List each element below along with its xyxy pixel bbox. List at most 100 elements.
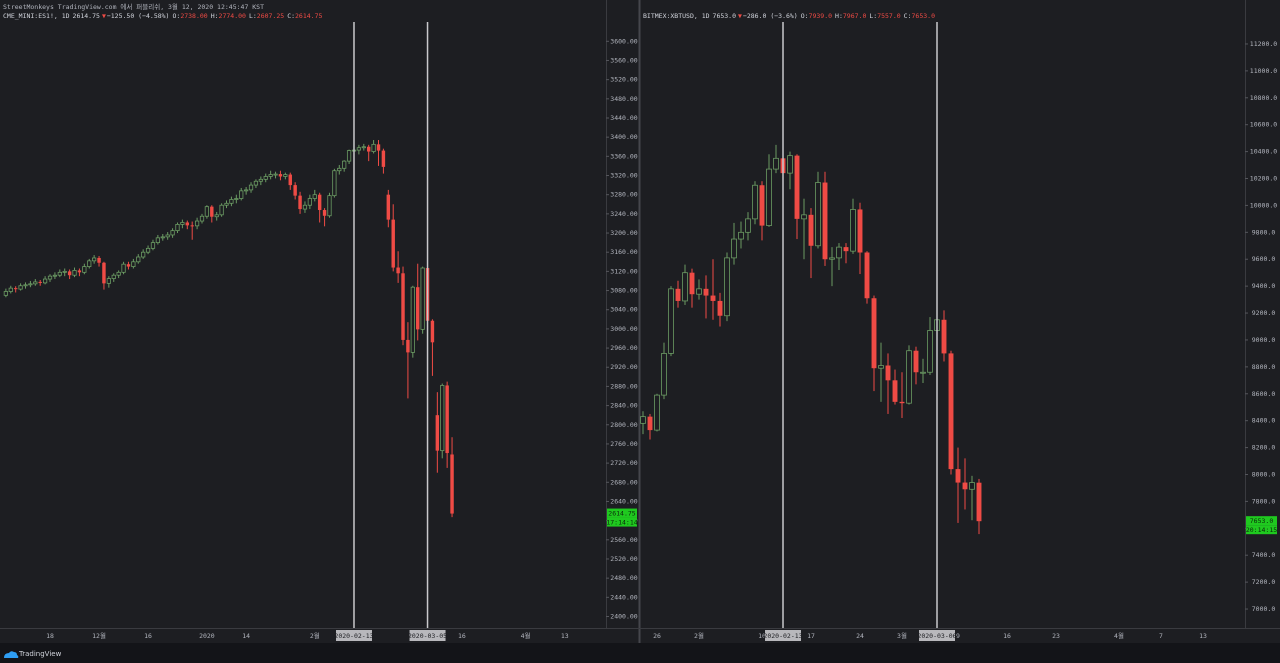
symbol-legend: CME_MINI:ES1!, 1D 2614.75 ▼−125.50 (−4.58%…	[3, 12, 322, 20]
x-tick-label: 16	[1003, 632, 1011, 640]
crosshair-label-bg	[335, 630, 372, 641]
candle-body	[204, 206, 210, 217]
x-tick-label: 10	[758, 632, 766, 640]
candle-body	[38, 281, 42, 283]
candle-body	[430, 320, 435, 343]
y-tick-label: 2520.00	[610, 555, 637, 563]
candle-body	[391, 219, 395, 268]
legend-item: 2774.00	[219, 12, 246, 20]
candle-body	[794, 155, 800, 219]
y-tick-label: 3480.00	[610, 95, 637, 103]
candle-body	[976, 482, 982, 522]
y-tick-label: 9800.0	[1252, 228, 1276, 236]
legend-item: O:	[172, 12, 180, 20]
x-tick-label: 4월	[1114, 631, 1124, 640]
candle-body	[440, 385, 445, 452]
y-tick-label: 7400.0	[1252, 551, 1276, 559]
candle-body	[850, 209, 856, 252]
y-tick-label: 8600.0	[1252, 390, 1276, 398]
candle-body	[77, 270, 82, 273]
x-tick-label: 24	[856, 632, 864, 640]
y-tick-label: 2680.00	[610, 478, 637, 486]
x-tick-label: 16	[144, 632, 152, 640]
publish-title: StreetMonkeys TradingView.com 에서 퍼블리쉬, 3…	[3, 2, 264, 11]
legend-item: L:	[869, 12, 877, 20]
symbol-legend: BITMEX:XBTUSD, 1D 7653.0 ▼−286.0 (−3.6%) O:…	[643, 12, 935, 20]
x-tick-label: 14	[242, 632, 250, 640]
candle-body	[710, 295, 716, 301]
price-tag: 2614.75	[608, 510, 635, 518]
y-tick-label: 10800.0	[1250, 94, 1277, 102]
y-tick-label: 10400.0	[1250, 148, 1277, 156]
candle-body	[111, 274, 116, 279]
candle-body	[703, 288, 709, 296]
y-tick-label: 3280.00	[610, 191, 637, 199]
candle-body	[33, 281, 38, 285]
candle-body	[121, 263, 126, 273]
candle-body	[731, 238, 737, 259]
candle-body	[170, 230, 175, 236]
candle-body	[396, 267, 400, 274]
legend-item: BITMEX:XBTUSD, 1D	[643, 12, 710, 20]
candle-body	[346, 150, 352, 162]
y-tick-label: 2720.00	[610, 459, 637, 467]
y-tick-label: 8000.0	[1252, 470, 1276, 478]
legend-item: 2614.75	[295, 12, 322, 20]
legend-item: −125.50 (−4.58%)	[107, 12, 170, 20]
candle-body	[745, 218, 751, 233]
candle-body	[87, 260, 92, 267]
candle-body	[864, 252, 870, 299]
candle-body	[450, 454, 454, 514]
y-tick-label: 8200.0	[1252, 444, 1276, 452]
candle-body	[307, 198, 312, 206]
countdown-bg	[1246, 525, 1277, 535]
candle-body	[190, 225, 194, 227]
legend-item: ▼	[102, 12, 106, 20]
y-tick-label: 3240.00	[610, 210, 637, 218]
candle-body	[219, 204, 224, 216]
candle-body	[322, 210, 327, 216]
y-tick-label: 2400.00	[610, 612, 637, 620]
candle-body	[57, 271, 62, 276]
x-tick-label: 13	[1199, 632, 1207, 640]
candle-body	[52, 274, 58, 277]
candle-body	[165, 234, 170, 238]
y-tick-label: 7000.0	[1252, 605, 1276, 613]
candle-body	[808, 214, 814, 246]
y-tick-label: 3600.00	[610, 37, 637, 45]
candle-body	[342, 160, 347, 169]
price-tag-bg	[1246, 516, 1277, 526]
candle-body	[145, 247, 151, 253]
candle-body	[28, 283, 33, 286]
candle-body	[194, 220, 200, 227]
candle-body	[654, 394, 660, 431]
legend-item: O:	[801, 12, 809, 20]
candle-body	[913, 350, 919, 373]
countdown: 17:14:14	[606, 519, 637, 527]
candle-body	[8, 287, 13, 292]
candle-body	[696, 288, 702, 295]
candle-body	[302, 204, 308, 210]
brand-logo	[4, 651, 19, 658]
y-tick-label: 7200.0	[1252, 578, 1276, 586]
candle-body	[234, 198, 239, 200]
candle-body	[67, 271, 72, 276]
candle-body	[278, 174, 283, 177]
legend-item: 2607.25	[257, 12, 284, 20]
x-tick-label: 2020	[199, 632, 215, 640]
candle-body	[948, 353, 954, 470]
candle-body	[689, 272, 695, 295]
candle-body	[116, 271, 121, 276]
candle-body	[920, 371, 926, 374]
candle-body	[239, 190, 244, 199]
crosshair-label: 2020-03-05	[408, 632, 447, 640]
candle-body	[224, 202, 229, 206]
x-tick-label: 16	[458, 632, 466, 640]
x-tick-label: 23	[1052, 632, 1060, 640]
candle-body	[248, 184, 254, 191]
y-tick-label: 3360.00	[610, 152, 637, 160]
legend-item: 7653.0	[912, 12, 936, 20]
y-tick-label: 2560.00	[610, 536, 637, 544]
y-tick-label: 3040.00	[610, 306, 637, 314]
legend-item: 2614.75	[73, 12, 100, 20]
